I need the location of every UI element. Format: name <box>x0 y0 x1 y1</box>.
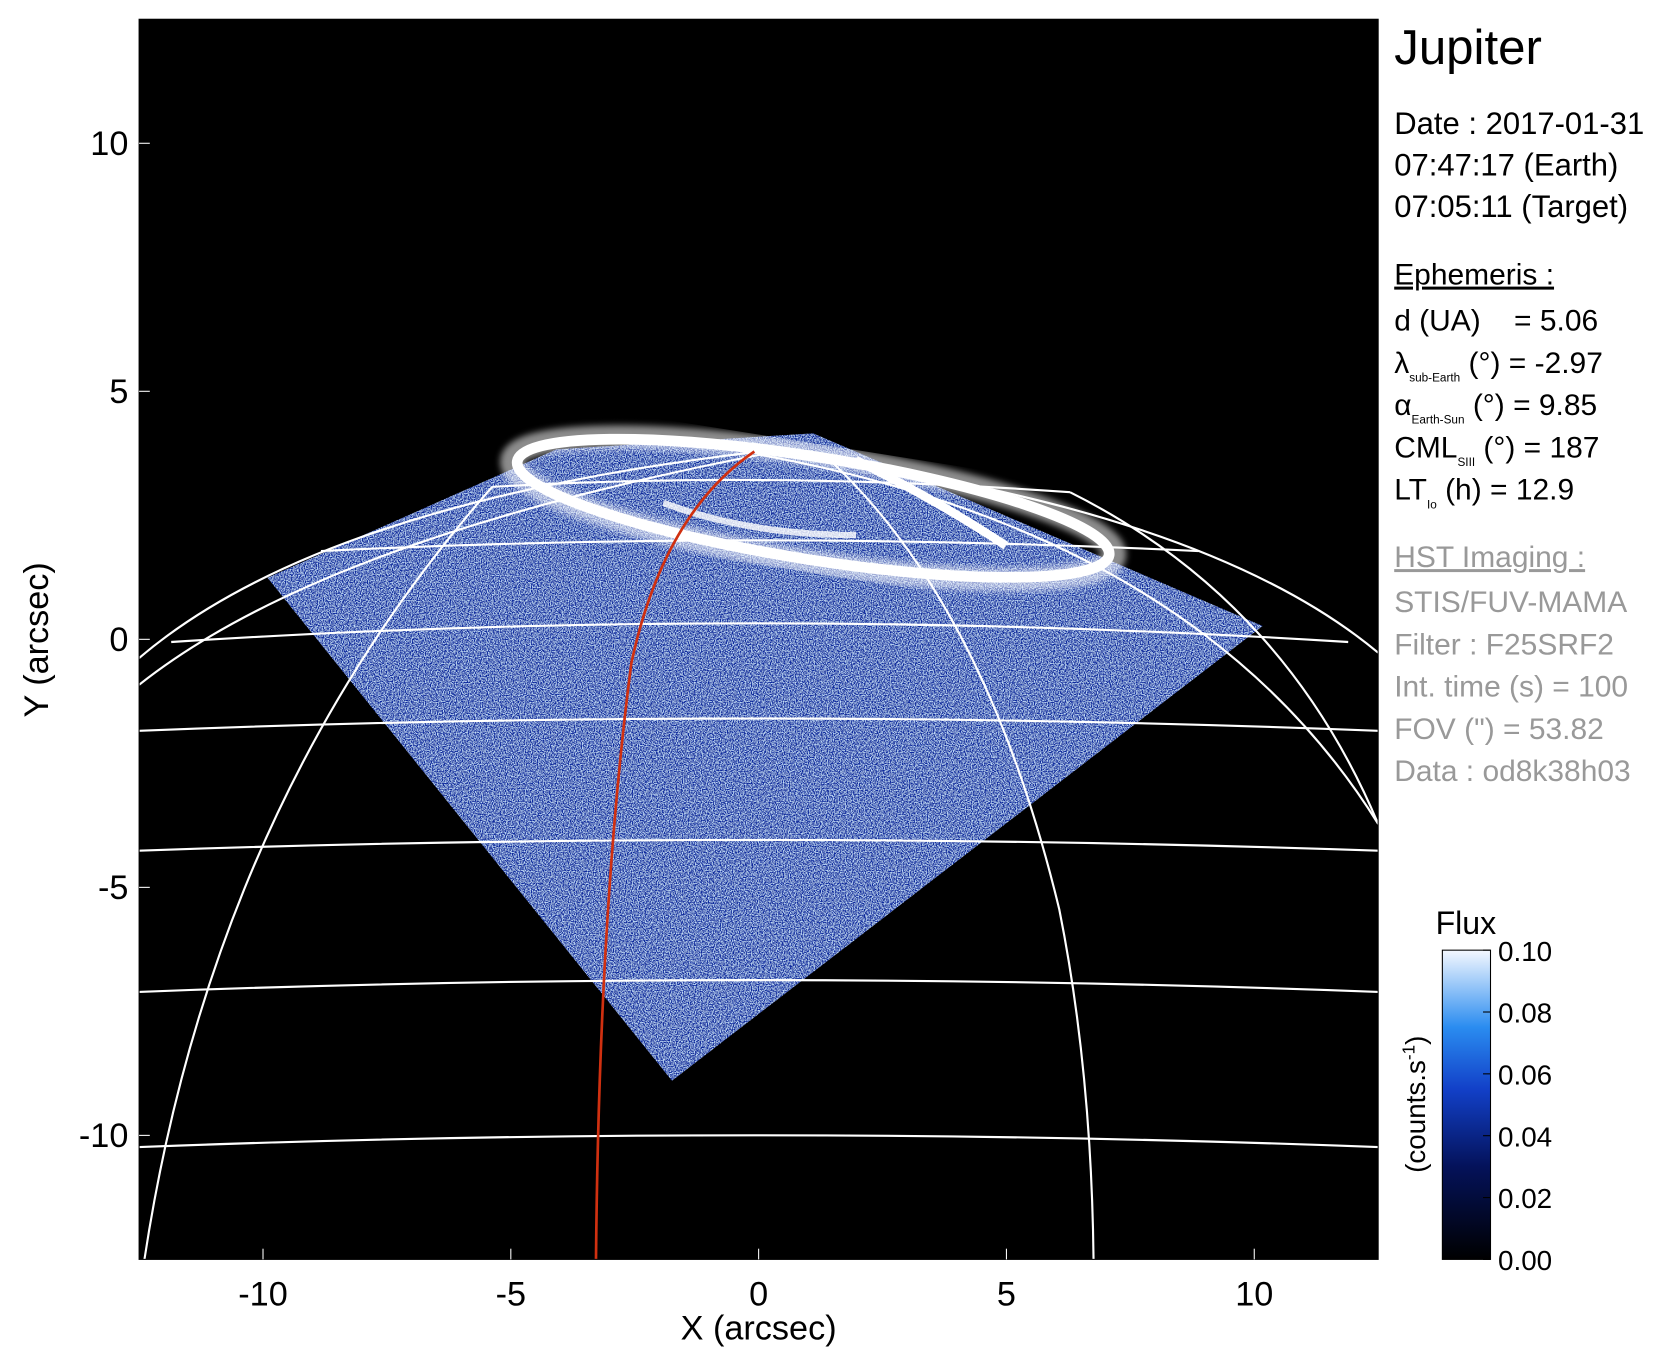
date-line: 07:47:17 (Earth) <box>1394 147 1618 182</box>
colorbar-unit: (counts.s-1) <box>1400 1036 1432 1173</box>
colorbar-tick-label: 0.08 <box>1498 998 1552 1029</box>
rest: (°) = 9.85 <box>1465 389 1598 422</box>
y-tick-label: 10 <box>90 125 128 163</box>
colorbar-tick-label: 0.04 <box>1498 1121 1552 1152</box>
unit-end: ) <box>1400 1036 1431 1045</box>
hst-line: STIS/FUV-MAMA <box>1394 586 1627 619</box>
x-axis-label: X (arcsec) <box>681 1310 837 1348</box>
hst-line: Filter : F25SRF2 <box>1394 628 1614 661</box>
colorbar-tick-label: 0.06 <box>1498 1060 1552 1091</box>
x-tick-label: 5 <box>997 1275 1016 1313</box>
ephemeris-line: λsub-Earth (°) = -2.97 <box>1394 347 1603 385</box>
x-tick-label: -5 <box>496 1275 526 1313</box>
symbol: LT <box>1394 474 1427 507</box>
rest: (h) = 12.9 <box>1437 474 1574 507</box>
subscript: SIII <box>1457 456 1475 469</box>
hst-line: Int. time (s) = 100 <box>1394 671 1628 704</box>
subscript: Earth-Sun <box>1412 414 1465 427</box>
symbol: λ <box>1394 347 1409 380</box>
y-axis-label: Y (arcsec) <box>18 562 56 717</box>
date-line: 07:05:11 (Target) <box>1394 189 1628 224</box>
colorbar-title: Flux <box>1436 905 1497 941</box>
planet-grid <box>139 450 1379 1260</box>
ephemeris-line: CMLSIII (°) = 187 <box>1394 431 1599 469</box>
y-tick-label: -5 <box>98 869 128 907</box>
hst-line: FOV (") = 53.82 <box>1394 713 1604 746</box>
colorbar <box>1441 949 1492 1260</box>
info-panel: Date : 2017-01-31 07:47:17 (Earth) 07:05:1… <box>1394 106 1644 788</box>
hst-title: HST Imaging : <box>1394 541 1585 574</box>
rest: (°) = -2.97 <box>1460 347 1603 380</box>
colorbar-tick-label: 0.02 <box>1498 1183 1552 1214</box>
hst-line: Data : od8k38h03 <box>1394 755 1630 788</box>
y-tick-label: 0 <box>109 621 128 659</box>
ephemeris-line: αEarth-Sun (°) = 9.85 <box>1394 389 1597 427</box>
y-tick-label: 5 <box>109 373 128 411</box>
unit-sup: -1 <box>1400 1045 1419 1060</box>
image <box>139 425 1379 1260</box>
date-line: Date : 2017-01-31 <box>1394 106 1644 141</box>
ephemeris-title: Ephemeris : <box>1394 259 1554 292</box>
fov <box>267 433 1263 1081</box>
colorbar-tick-label: 0.10 <box>1498 936 1552 967</box>
x-tick-label: -10 <box>238 1275 287 1313</box>
colorbar-tick-label: 0.00 <box>1498 1245 1552 1276</box>
x-tick-label: 0 <box>749 1275 768 1313</box>
unit: (counts.s <box>1400 1060 1431 1173</box>
aurora <box>500 425 1127 592</box>
central-meridian <box>594 450 756 1260</box>
y-tick-label: -10 <box>79 1117 128 1155</box>
stage: X (arcsec) Y (arcsec) Flux (counts.s-1) … <box>18 18 1644 1348</box>
rest: (°) = 187 <box>1475 431 1599 464</box>
symbol: CML <box>1394 431 1457 464</box>
subscript: sub-Earth <box>1409 371 1460 384</box>
symbol: d (UA) = 5.06 <box>1394 305 1598 338</box>
x-tick-label: 10 <box>1235 1275 1273 1313</box>
ephemeris-line: LTIo (h) = 12.9 <box>1394 474 1574 512</box>
panel-title: Jupiter <box>1394 20 1542 75</box>
symbol: α <box>1394 389 1411 422</box>
subscript: Io <box>1427 498 1437 511</box>
ephemeris-line: d (UA) = 5.06 <box>1394 305 1598 338</box>
